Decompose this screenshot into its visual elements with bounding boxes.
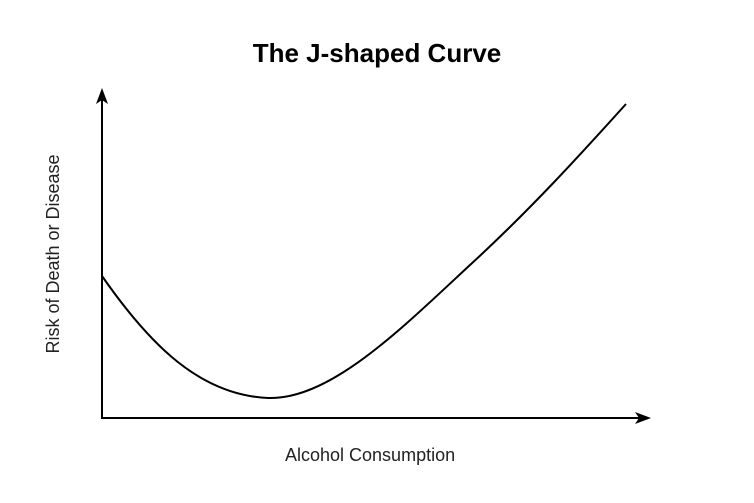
x-axis-label: Alcohol Consumption bbox=[285, 445, 456, 465]
chart-title: The J-shaped Curve bbox=[252, 38, 502, 68]
j-curve-line bbox=[101, 103, 627, 400]
x-axis-arrow-icon bbox=[635, 412, 651, 424]
y-axis-arrow-icon bbox=[96, 88, 108, 104]
y-axis-label: Risk of Death or Disease bbox=[43, 154, 63, 354]
